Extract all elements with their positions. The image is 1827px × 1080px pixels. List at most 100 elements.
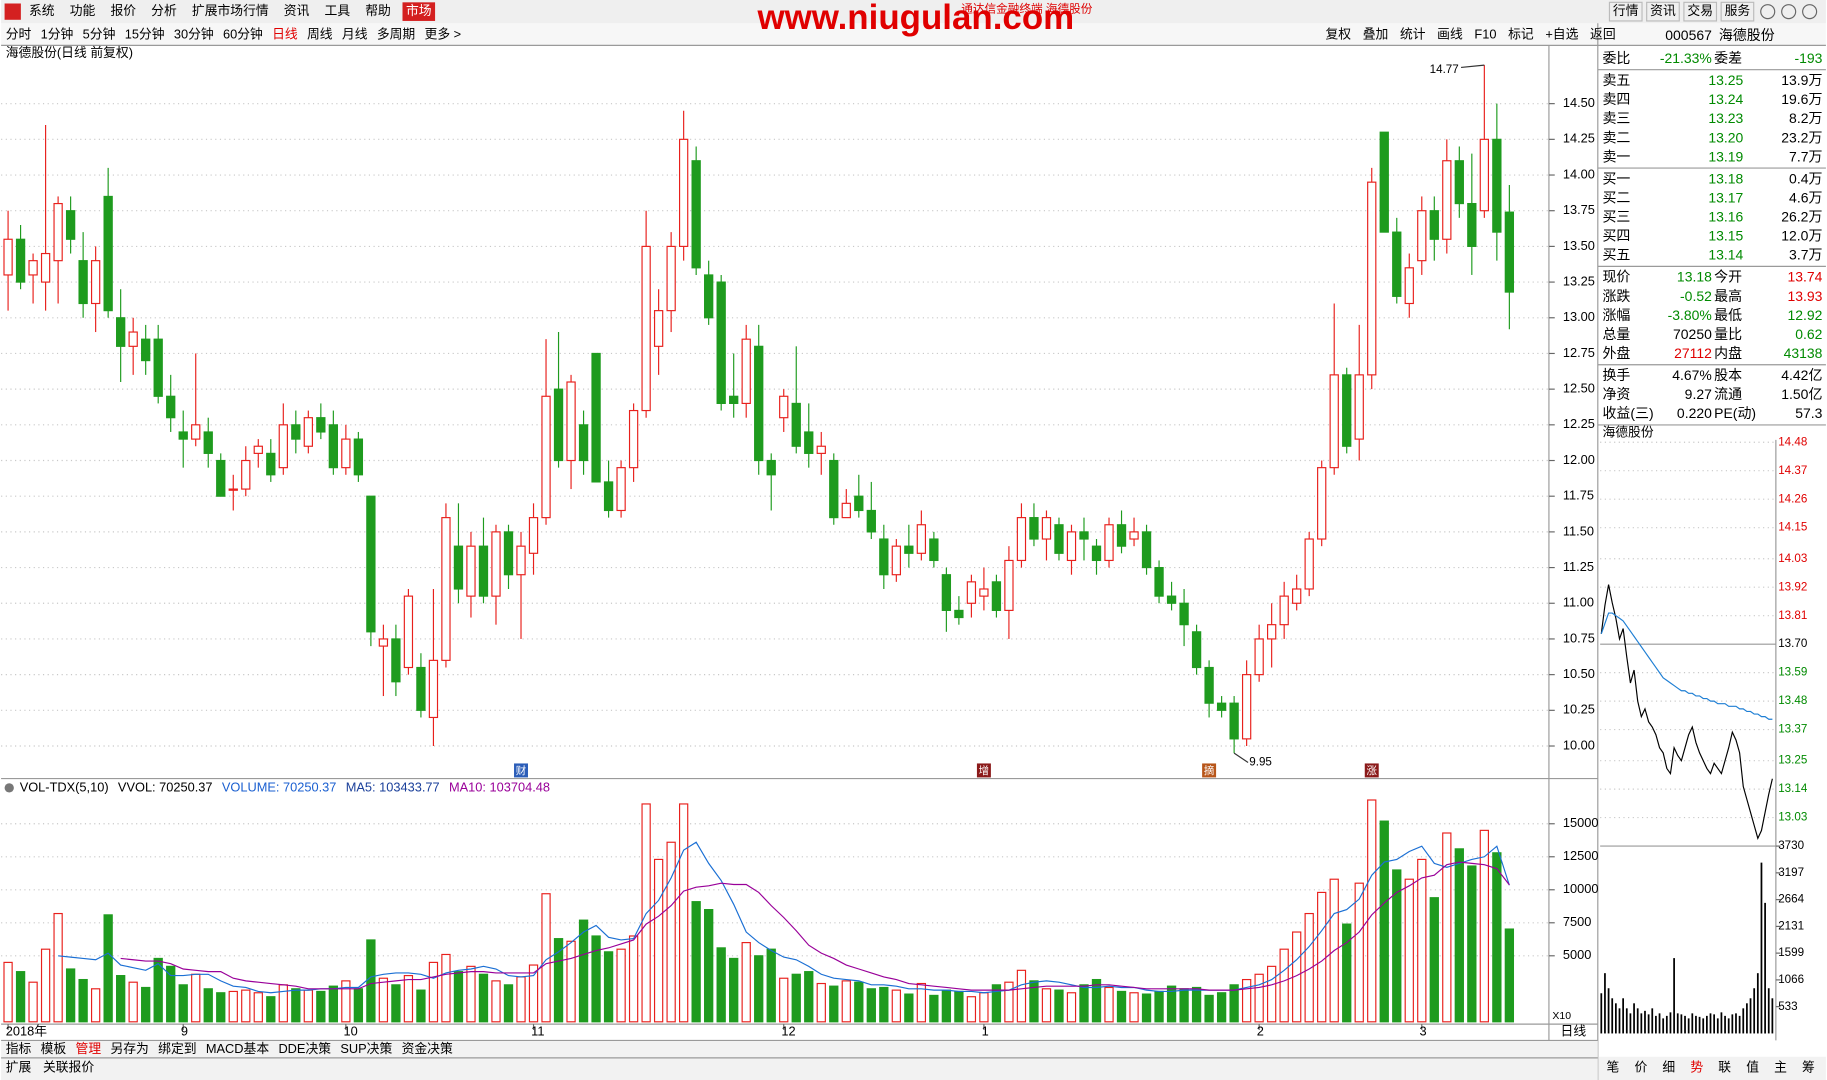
menu-item[interactable]: 市场: [406, 3, 432, 18]
event-marker[interactable]: [1364, 763, 1379, 778]
quote-cell: 13.93: [1788, 288, 1823, 304]
period-tab[interactable]: 月线: [342, 26, 368, 41]
toolbar-button[interactable]: 叠加: [1363, 26, 1389, 41]
candle-body: [128, 331, 138, 347]
volume-bar: [1367, 799, 1377, 1023]
quote-cell: 买一: [1602, 170, 1630, 186]
side-tab[interactable]: 势: [1690, 1060, 1703, 1075]
top-button[interactable]: 服务: [1725, 3, 1751, 18]
volume-bar: [453, 971, 464, 1023]
candle-body: [116, 317, 126, 347]
period-tab[interactable]: 15分钟: [125, 26, 165, 41]
y-tick-label: 13.92: [1778, 580, 1807, 593]
side-tab[interactable]: 联: [1718, 1060, 1731, 1075]
period-tab[interactable]: 30分钟: [174, 26, 214, 41]
side-tab[interactable]: 筹: [1802, 1060, 1815, 1075]
side-tab[interactable]: 值: [1746, 1060, 1759, 1075]
menu-item[interactable]: 功能: [70, 3, 96, 18]
x-tick-label: 1: [982, 1024, 989, 1039]
event-marker[interactable]: [1202, 763, 1217, 778]
volume-bar: [566, 940, 576, 1023]
menu-item[interactable]: 工具: [325, 3, 351, 18]
indicator-tab[interactable]: 管理: [76, 1041, 102, 1056]
close-button[interactable]: [1802, 4, 1818, 20]
candle-body: [228, 488, 238, 491]
quote-cell: 26.2万: [1781, 209, 1822, 225]
menu-item[interactable]: 资讯: [284, 3, 310, 18]
candle-body: [591, 352, 601, 483]
menu-item[interactable]: 系统: [29, 3, 55, 18]
min-button[interactable]: [1760, 4, 1776, 20]
period-tab[interactable]: 多周期: [377, 26, 415, 41]
candle-body: [1141, 531, 1152, 569]
toolbar-button[interactable]: 复权: [1325, 26, 1351, 41]
event-label: 财: [516, 764, 526, 777]
indicator-tab[interactable]: SUP决策: [340, 1041, 392, 1056]
quote-cell: 最低: [1714, 307, 1742, 323]
volume-bar: [816, 982, 826, 1023]
indicator-tab[interactable]: DDE决策: [278, 1041, 331, 1056]
volume-bar: [428, 961, 439, 1023]
toolbar-button[interactable]: F10: [1474, 26, 1496, 41]
top-button[interactable]: 行情: [1613, 3, 1639, 18]
candle-body: [553, 388, 564, 462]
y-tick-label: 1066: [1778, 973, 1804, 986]
period-tab[interactable]: 周线: [307, 26, 333, 41]
candle-body: [191, 424, 201, 440]
side-tab[interactable]: 笔: [1607, 1060, 1620, 1075]
menu-item[interactable]: 报价: [110, 3, 136, 18]
quote-cell: 净资: [1602, 386, 1630, 402]
candle-body: [966, 581, 977, 604]
period-tab[interactable]: 1分钟: [41, 26, 74, 41]
volume-bar: [1479, 829, 1489, 1023]
period-tab[interactable]: 分时: [6, 26, 32, 41]
toolbar-button[interactable]: 画线: [1437, 26, 1463, 41]
volume-bar: [766, 948, 776, 1023]
menu-item[interactable]: 帮助: [365, 3, 391, 18]
status-tab[interactable]: 关联报价: [43, 1060, 94, 1075]
side-tab[interactable]: 主: [1774, 1060, 1787, 1075]
period-tab[interactable]: 5分钟: [83, 26, 116, 41]
candle-body: [829, 459, 839, 519]
indicator-tab[interactable]: 另存为: [110, 1041, 148, 1056]
candle-body: [1229, 702, 1239, 740]
period-tab[interactable]: 更多 >: [425, 26, 462, 41]
status-tab[interactable]: 扩展: [6, 1060, 32, 1075]
candle-body: [466, 545, 476, 597]
candle-body: [1342, 374, 1352, 447]
toolbar-button[interactable]: 返回: [1590, 26, 1616, 41]
max-button[interactable]: [1781, 4, 1797, 20]
toolbar-button[interactable]: +自选: [1545, 26, 1578, 41]
period-tab[interactable]: 60分钟: [223, 26, 263, 41]
toolbar-button[interactable]: 统计: [1400, 26, 1426, 41]
candle-body: [528, 517, 539, 554]
volume-bar: [253, 992, 263, 1023]
top-button[interactable]: 资讯: [1650, 3, 1676, 18]
indicator-tab[interactable]: 资金决策: [402, 1041, 453, 1056]
y-tick-label: 2664: [1778, 893, 1804, 906]
indicator-tab[interactable]: 指标: [6, 1041, 32, 1056]
side-tab[interactable]: 细: [1662, 1060, 1675, 1075]
event-label: 涨: [1367, 765, 1378, 777]
toolbar-button[interactable]: 标记: [1508, 26, 1534, 41]
indicator-tab[interactable]: 绑定到: [158, 1041, 196, 1056]
button-frame: [1608, 1, 1643, 22]
y-tick-label: 1599: [1778, 946, 1804, 959]
side-tab[interactable]: 价: [1634, 1060, 1647, 1075]
period-tab[interactable]: 日线: [272, 26, 298, 41]
y-tick-label: 3197: [1778, 866, 1804, 879]
top-button[interactable]: 交易: [1687, 3, 1713, 18]
volume-bar: [941, 989, 952, 1023]
candle-body: [1066, 531, 1077, 562]
volume-bar: [791, 973, 801, 1023]
x-tick-label: 12: [781, 1024, 795, 1039]
indicator-tab[interactable]: MACD基本: [206, 1041, 269, 1056]
event-marker[interactable]: [976, 763, 991, 778]
menu-item[interactable]: 扩展市场行情: [192, 3, 269, 18]
indicator-tab[interactable]: 模板: [41, 1041, 67, 1056]
menu-item[interactable]: 分析: [151, 3, 177, 18]
quote-cell: 内盘: [1714, 345, 1742, 361]
event-marker[interactable]: [514, 763, 528, 778]
x-tick-label: 11: [531, 1024, 544, 1039]
